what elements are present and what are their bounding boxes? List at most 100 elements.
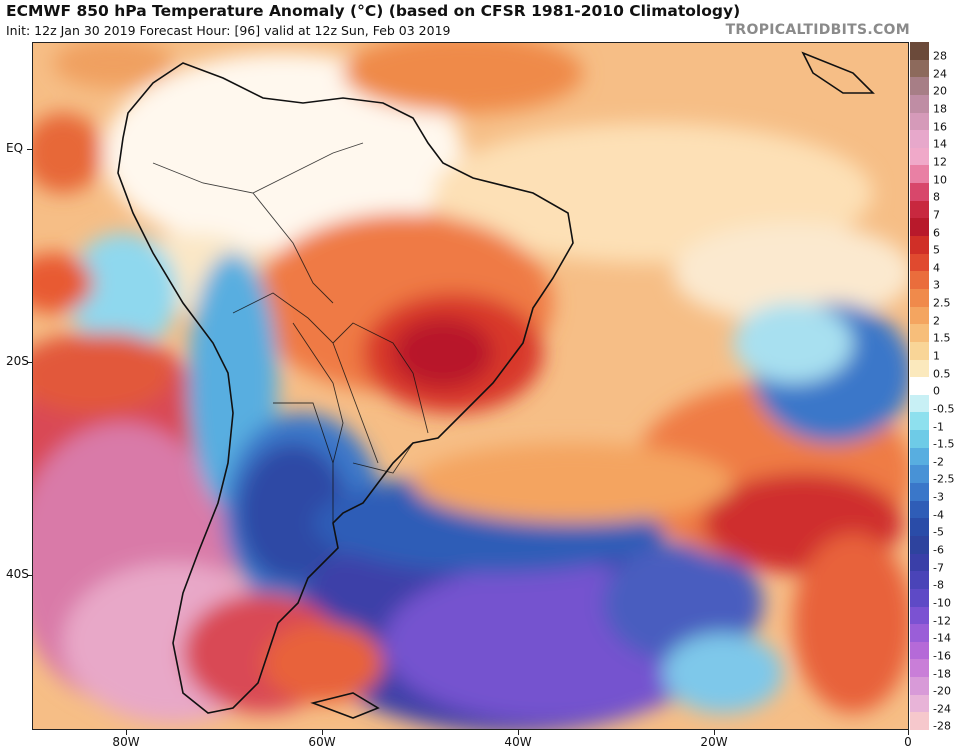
- lon-tickmark: [714, 730, 715, 735]
- colorbar-label: 2.5: [933, 296, 951, 310]
- lon-label-0: 0: [904, 735, 912, 749]
- colorbar-label: -18: [933, 667, 951, 681]
- colorbar-label: -20: [933, 684, 951, 698]
- colorbar-swatch: [910, 606, 929, 625]
- colorbar-swatch: [910, 377, 929, 396]
- lon-tickmark: [908, 730, 909, 735]
- colorbar-label: 1: [933, 349, 940, 363]
- colorbar-label: -16: [933, 649, 951, 663]
- colorbar-label: -24: [933, 702, 951, 716]
- colorbar-swatch: [910, 535, 929, 555]
- colorbar-swatch: [910, 500, 929, 519]
- lon-label-60w: 60W: [308, 735, 336, 749]
- colorbar-label: 8: [933, 190, 940, 204]
- colorbar-label: 3: [933, 278, 940, 292]
- colorbar-label: 18: [933, 102, 947, 116]
- colorbar-swatch: [910, 94, 929, 114]
- country-borders: [152, 142, 429, 523]
- colorbar-label: 0.5: [933, 367, 951, 381]
- colorbar-swatch: [910, 271, 929, 290]
- colorbar-swatch: [910, 412, 929, 431]
- colorbar-swatch: [910, 677, 929, 696]
- colorbar-swatch: [910, 324, 929, 343]
- colorbar-label: -0.5: [933, 402, 955, 416]
- colorbar-label: 24: [933, 67, 947, 81]
- colorbar-swatch: [910, 447, 929, 466]
- colorbar-swatch: [910, 483, 929, 502]
- colorbar-label: -14: [933, 631, 951, 645]
- colorbar-label: -12: [933, 614, 951, 628]
- colorbar-label: -3: [933, 490, 944, 504]
- colorbar-label: -10: [933, 596, 951, 610]
- colorbar-label: 10: [933, 173, 947, 187]
- lon-label-20w: 20W: [700, 735, 728, 749]
- anomaly-field: [33, 43, 908, 729]
- colorbar-swatch: [910, 42, 929, 61]
- coastline: [117, 51, 875, 719]
- colorbar-label: -5: [933, 525, 944, 539]
- colorbar-label: -7: [933, 561, 944, 575]
- colorbar-swatch: [910, 236, 929, 255]
- page-title: ECMWF 850 hPa Temperature Anomaly (°C) (…: [6, 2, 741, 20]
- lon-label-80w: 80W: [112, 735, 140, 749]
- colorbar-label: -28: [933, 719, 951, 733]
- lat-tickmark: [27, 575, 32, 576]
- colorbar-label: 5: [933, 243, 940, 257]
- colorbar-swatch: [910, 306, 929, 325]
- colorbar-swatch: [910, 694, 929, 713]
- colorbar-label: -2.5: [933, 472, 955, 486]
- colorbar-swatch: [910, 288, 929, 308]
- brand-watermark: TROPICALTIDBITS.COM: [725, 22, 910, 38]
- colorbar-swatch: [910, 571, 929, 590]
- colorbar-swatch: [910, 394, 929, 413]
- lat-tickmark: [27, 362, 32, 363]
- colorbar-label: 0: [933, 384, 940, 398]
- colorbar-swatch: [910, 359, 929, 378]
- colorbar-label: -2: [933, 455, 944, 469]
- colorbar-swatch: [910, 112, 929, 131]
- colorbar-label: 28: [933, 49, 947, 63]
- colorbar-swatch: [910, 59, 929, 78]
- lat-label-40s: 40S: [6, 567, 29, 581]
- lon-label-40w: 40W: [504, 735, 532, 749]
- anomaly-map: [32, 42, 909, 730]
- lon-tickmark: [322, 730, 323, 735]
- colorbar-label: -1.5: [933, 437, 955, 451]
- colorbar-swatch: [910, 588, 929, 607]
- colorbar-label: 20: [933, 84, 947, 98]
- colorbar-swatch: [910, 130, 929, 149]
- colorbar-label: -4: [933, 508, 944, 522]
- lat-tickmark: [27, 149, 32, 150]
- lat-label-eq: EQ: [6, 141, 24, 155]
- colorbar-swatch: [910, 218, 929, 237]
- colorbar-swatch: [910, 641, 929, 660]
- colorbar-swatch: [910, 200, 929, 219]
- colorbar-swatch: [910, 624, 929, 643]
- colorbar-label: 6: [933, 226, 940, 240]
- colorbar-label: 7: [933, 208, 940, 222]
- colorbar-label: 1.5: [933, 331, 951, 345]
- lat-label-20s: 20S: [6, 354, 29, 368]
- colorbar-swatch: [910, 165, 929, 184]
- colorbar-swatch: [910, 465, 929, 484]
- colorbar-swatch: [910, 253, 929, 272]
- colorbar-swatch: [910, 77, 929, 96]
- colorbar-swatch: [910, 183, 929, 202]
- colorbar-swatch: [910, 341, 929, 361]
- colorbar-swatch: [910, 518, 929, 537]
- colorbar-label: 4: [933, 261, 940, 275]
- forecast-subtitle: Init: 12z Jan 30 2019 Forecast Hour: [96…: [6, 23, 451, 38]
- colorbar-label: -8: [933, 578, 944, 592]
- colorbar-swatch: [910, 147, 929, 166]
- colorbar-label: -6: [933, 543, 944, 557]
- colorbar-label: 2: [933, 314, 940, 328]
- colorbar-label: 16: [933, 120, 947, 134]
- colorbar-swatch: [910, 712, 929, 731]
- colorbar-swatch: [910, 659, 929, 678]
- colorbar-label: -1: [933, 420, 944, 434]
- colorbar-swatch: [910, 553, 929, 572]
- colorbar-label: 14: [933, 137, 947, 151]
- lon-tickmark: [126, 730, 127, 735]
- lon-tickmark: [518, 730, 519, 735]
- colorbar-label: 12: [933, 155, 947, 169]
